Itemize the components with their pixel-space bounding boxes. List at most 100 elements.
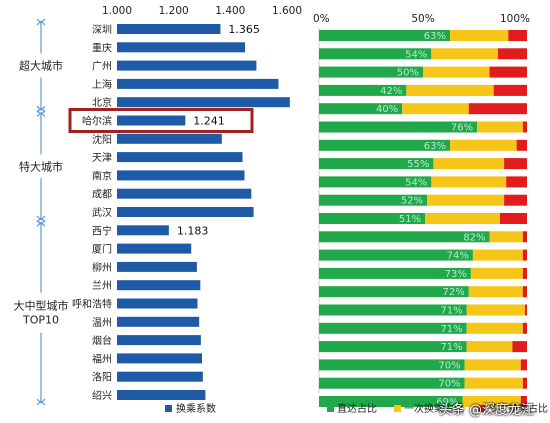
left-bar [117, 78, 279, 89]
right-bar-segment [319, 30, 451, 41]
right-bar-segment [319, 194, 428, 206]
left-bar [117, 335, 201, 346]
right-bar-segment [466, 304, 525, 316]
bracket-tick [36, 112, 42, 117]
left-bar [117, 97, 290, 108]
left-bar [117, 170, 245, 181]
group-label: 特大城市 [19, 159, 63, 173]
left-category-label: 南京 [92, 169, 112, 182]
right-bar-data-label: 74% [447, 251, 469, 262]
left-category-label: 柳州 [92, 261, 112, 274]
right-bar-data-label: 51% [399, 214, 421, 225]
right-bar-segment [464, 359, 521, 371]
left-bar [117, 371, 203, 382]
right-bar-data-label: 82% [463, 232, 485, 243]
right-legend-label: 直达占比 [337, 402, 377, 415]
right-bar-segment [477, 121, 523, 133]
right-bar-segment [319, 359, 465, 371]
right-bar-segment [468, 286, 523, 298]
left-bar [117, 207, 254, 217]
bracket-tick [40, 112, 46, 117]
right-bar-data-label: 52% [401, 196, 423, 207]
group-label: TOP10 [22, 314, 59, 327]
right-bar-segment [319, 396, 463, 407]
left-category-label: 武汉 [92, 206, 112, 219]
right-bar-segment [468, 103, 527, 115]
right-bar-segment [520, 359, 527, 371]
left-bar-data-label: 1.183 [177, 224, 209, 237]
left-bar [117, 298, 198, 309]
right-bar-segment [402, 103, 469, 115]
right-bar-data-label: 71% [440, 306, 462, 317]
right-bar-data-label: 63% [424, 31, 446, 42]
right-legend-label: 多次换乘占比 [488, 402, 548, 415]
bracket-tick [40, 400, 46, 406]
left-bar [117, 390, 206, 400]
left-category-label: 烟台 [92, 334, 112, 347]
left-bar-data-label: 1.365 [228, 23, 260, 36]
right-axis-tick-label: 100% [500, 13, 530, 25]
right-bar-segment [319, 249, 473, 261]
left-category-label: 西宁 [92, 224, 112, 237]
right-bar-segment [433, 158, 505, 170]
right-bar-segment [489, 231, 523, 243]
left-category-label: 福州 [92, 352, 112, 365]
right-bar-data-label: 76% [451, 123, 473, 134]
right-bar-segment [431, 48, 498, 60]
right-bar-segment [512, 341, 527, 353]
right-bar-segment [508, 30, 527, 41]
right-bar-segment [319, 66, 423, 78]
left-category-label: 沈阳 [92, 133, 112, 146]
bracket-tick [40, 20, 46, 26]
left-category-label: 绍兴 [92, 389, 112, 402]
right-bar-data-label: 42% [380, 86, 402, 97]
right-bar-data-label: 50% [397, 68, 419, 79]
bracket-tick [36, 20, 42, 26]
right-bar-segment [522, 249, 527, 261]
right-bar-segment [427, 194, 505, 206]
left-category-label: 北京 [92, 96, 112, 109]
left-category-label: 重庆 [92, 41, 112, 54]
right-bar-segment [504, 158, 527, 170]
right-bar-segment [493, 84, 527, 96]
right-bar-segment [406, 84, 494, 96]
right-bar-segment [522, 322, 527, 334]
right-bar-data-label: 40% [376, 104, 398, 115]
right-axis-tick-label: 0% [313, 13, 330, 25]
right-bar-segment [470, 267, 523, 279]
left-bar [117, 225, 169, 236]
left-category-label: 呼和浩特 [72, 299, 112, 311]
right-legend-label: 一次换乘占比 [404, 402, 464, 415]
right-bar-data-label: 70% [438, 379, 460, 390]
left-category-label: 天津 [92, 152, 112, 164]
left-bar-data-label: 1.241 [193, 115, 225, 128]
right-legend-swatch [478, 405, 485, 412]
left-bar [117, 152, 243, 163]
right-legend-swatch [394, 405, 401, 412]
highlight-box [68, 108, 254, 133]
left-legend-label: 换乘系数 [176, 402, 216, 415]
right-bar-segment [319, 377, 465, 389]
right-bar-segment [506, 176, 527, 188]
left-bar [117, 261, 197, 272]
left-category-label: 厦门 [92, 243, 112, 256]
left-axis-tick-label: 1.400 [215, 5, 245, 17]
left-bar [117, 42, 246, 53]
right-bar-data-label: 70% [438, 360, 460, 371]
left-bar [117, 115, 186, 126]
right-bar-segment [464, 377, 523, 389]
right-bar-data-label: 54% [405, 177, 427, 188]
group-label: 超大城市 [19, 59, 63, 73]
right-legend-swatch [327, 405, 334, 412]
right-bar-segment [462, 396, 521, 407]
left-category-label: 哈尔滨 [82, 115, 112, 128]
right-bar-data-label: 72% [443, 287, 465, 298]
right-bar-segment [319, 267, 471, 279]
right-bar-segment [466, 322, 523, 334]
right-bar-segment [472, 249, 523, 261]
right-bar-data-label: 73% [445, 269, 467, 280]
left-category-label: 温州 [92, 317, 112, 329]
right-bar-segment [504, 194, 527, 206]
